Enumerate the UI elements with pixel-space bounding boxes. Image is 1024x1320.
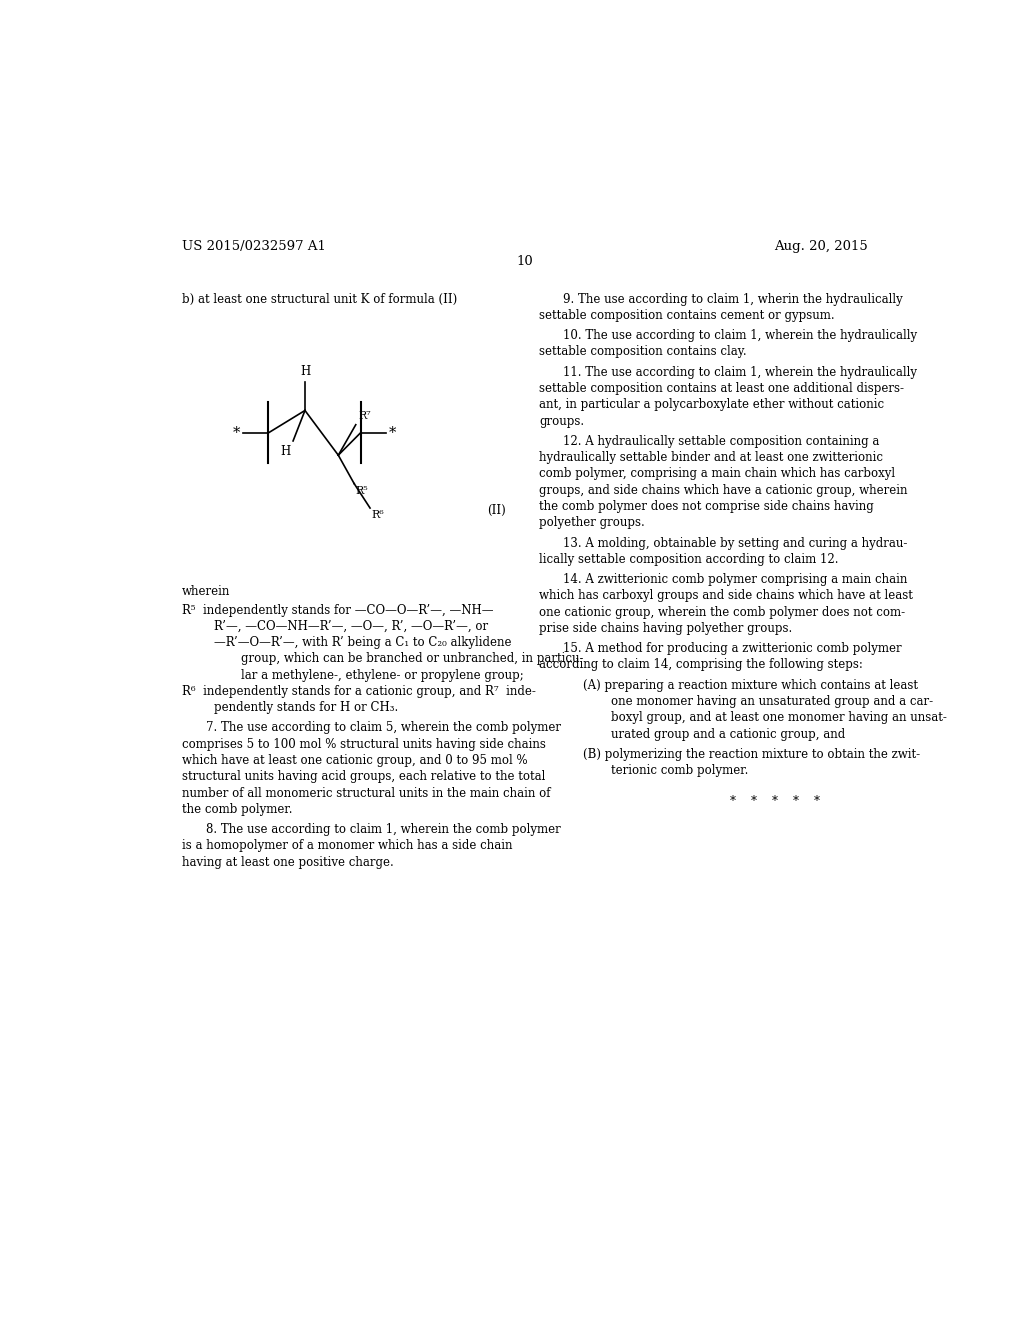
Text: which have at least one cationic group, and 0 to 95 mol %: which have at least one cationic group, … xyxy=(182,754,527,767)
Text: wherein: wherein xyxy=(182,585,230,598)
Text: boxyl group, and at least one monomer having an unsat-: boxyl group, and at least one monomer ha… xyxy=(610,711,946,725)
Text: (II): (II) xyxy=(487,504,506,517)
Text: R⁶  independently stands for a cationic group, and R⁷  inde-: R⁶ independently stands for a cationic g… xyxy=(182,685,536,698)
Text: *    *    *    *    *: * * * * * xyxy=(729,795,819,808)
Text: comprises 5 to 100 mol % structural units having side chains: comprises 5 to 100 mol % structural unit… xyxy=(182,738,546,751)
Text: number of all monomeric structural units in the main chain of: number of all monomeric structural units… xyxy=(182,787,551,800)
Text: which has carboxyl groups and side chains which have at least: which has carboxyl groups and side chain… xyxy=(539,589,913,602)
Text: according to claim 14, comprising the following steps:: according to claim 14, comprising the fo… xyxy=(539,659,863,672)
Text: R⁵: R⁵ xyxy=(355,486,369,496)
Text: 14. A zwitterionic comb polymer comprising a main chain: 14. A zwitterionic comb polymer comprisi… xyxy=(563,573,907,586)
Text: lically settable composition according to claim 12.: lically settable composition according t… xyxy=(539,553,839,566)
Text: R⁵  independently stands for —CO—O—R’—, —NH—: R⁵ independently stands for —CO—O—R’—, —… xyxy=(182,603,494,616)
Text: is a homopolymer of a monomer which has a side chain: is a homopolymer of a monomer which has … xyxy=(182,840,512,853)
Text: 9. The use according to claim 1, wherin the hydraulically: 9. The use according to claim 1, wherin … xyxy=(563,293,902,305)
Text: groups.: groups. xyxy=(539,414,585,428)
Text: structural units having acid groups, each relative to the total: structural units having acid groups, eac… xyxy=(182,771,546,783)
Text: b) at least one structural unit K of formula (II): b) at least one structural unit K of for… xyxy=(182,293,457,305)
Text: Aug. 20, 2015: Aug. 20, 2015 xyxy=(774,240,867,252)
Text: the comb polymer.: the comb polymer. xyxy=(182,803,293,816)
Text: 13. A molding, obtainable by setting and curing a hydrau-: 13. A molding, obtainable by setting and… xyxy=(563,536,907,549)
Text: 15. A method for producing a zwitterionic comb polymer: 15. A method for producing a zwitterioni… xyxy=(563,643,901,655)
Text: US 2015/0232597 A1: US 2015/0232597 A1 xyxy=(182,240,326,252)
Text: groups, and side chains which have a cationic group, wherein: groups, and side chains which have a cat… xyxy=(539,483,907,496)
Text: R⁷: R⁷ xyxy=(358,411,371,421)
Text: —R’—O—R’—, with R’ being a C₁ to C₂₀ alkylidene: —R’—O—R’—, with R’ being a C₁ to C₂₀ alk… xyxy=(214,636,511,649)
Text: (A) preparing a reaction mixture which contains at least: (A) preparing a reaction mixture which c… xyxy=(583,678,918,692)
Text: R’—, —CO—NH—R’—, —O—, R’, —O—R’—, or: R’—, —CO—NH—R’—, —O—, R’, —O—R’—, or xyxy=(214,620,487,632)
Text: *: * xyxy=(232,426,240,440)
Text: comb polymer, comprising a main chain which has carboxyl: comb polymer, comprising a main chain wh… xyxy=(539,467,895,480)
Text: pendently stands for H or CH₃.: pendently stands for H or CH₃. xyxy=(214,701,398,714)
Text: settable composition contains cement or gypsum.: settable composition contains cement or … xyxy=(539,309,835,322)
Text: one monomer having an unsaturated group and a car-: one monomer having an unsaturated group … xyxy=(610,696,933,708)
Text: having at least one positive charge.: having at least one positive charge. xyxy=(182,855,393,869)
Text: H: H xyxy=(300,364,310,378)
Text: (B) polymerizing the reaction mixture to obtain the zwit-: (B) polymerizing the reaction mixture to… xyxy=(583,748,920,760)
Text: lar a methylene-, ethylene- or propylene group;: lar a methylene-, ethylene- or propylene… xyxy=(242,669,524,681)
Text: 12. A hydraulically settable composition containing a: 12. A hydraulically settable composition… xyxy=(563,434,880,447)
Text: 8. The use according to claim 1, wherein the comb polymer: 8. The use according to claim 1, wherein… xyxy=(206,824,560,836)
Text: the comb polymer does not comprise side chains having: the comb polymer does not comprise side … xyxy=(539,500,873,513)
Text: *: * xyxy=(389,426,396,440)
Text: terionic comb polymer.: terionic comb polymer. xyxy=(610,764,748,777)
Text: H: H xyxy=(281,445,291,458)
Text: settable composition contains at least one additional dispers-: settable composition contains at least o… xyxy=(539,381,904,395)
Text: polyether groups.: polyether groups. xyxy=(539,516,645,529)
Text: hydraulically settable binder and at least one zwitterionic: hydraulically settable binder and at lea… xyxy=(539,451,883,465)
Text: group, which can be branched or unbranched, in particu-: group, which can be branched or unbranch… xyxy=(242,652,584,665)
Text: 7. The use according to claim 5, wherein the comb polymer: 7. The use according to claim 5, wherein… xyxy=(206,722,561,734)
Text: prise side chains having polyether groups.: prise side chains having polyether group… xyxy=(539,622,793,635)
Text: 11. The use according to claim 1, wherein the hydraulically: 11. The use according to claim 1, wherei… xyxy=(563,366,916,379)
Text: settable composition contains clay.: settable composition contains clay. xyxy=(539,346,746,359)
Text: one cationic group, wherein the comb polymer does not com-: one cationic group, wherein the comb pol… xyxy=(539,606,905,619)
Text: urated group and a cationic group, and: urated group and a cationic group, and xyxy=(610,727,845,741)
Text: ant, in particular a polycarboxylate ether without cationic: ant, in particular a polycarboxylate eth… xyxy=(539,399,884,412)
Text: 10: 10 xyxy=(516,255,534,268)
Text: 10. The use according to claim 1, wherein the hydraulically: 10. The use according to claim 1, wherei… xyxy=(563,329,918,342)
Text: R⁶: R⁶ xyxy=(372,510,384,520)
